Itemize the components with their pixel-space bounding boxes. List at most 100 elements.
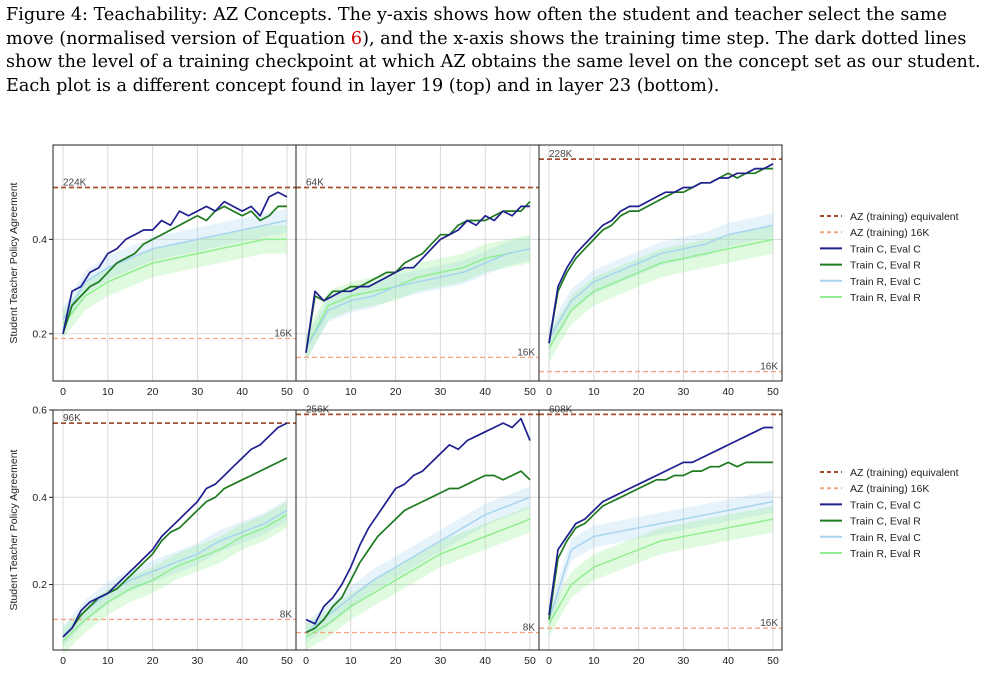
x-tick-label: 20 bbox=[633, 386, 645, 398]
equivalent-label: 228K bbox=[549, 149, 573, 160]
legend-2: AZ (training) equivalent AZ (training) 16… bbox=[820, 467, 959, 560]
legend-label: AZ (training) 16K bbox=[850, 483, 929, 495]
figure-caption: Figure 4: Teachability: AZ Concepts. The… bbox=[6, 4, 991, 98]
legend-label: Train R, Eval R bbox=[850, 292, 921, 304]
subplot-1: 224K 16K 0 10 20 30 40 50 0.2 0.4 bbox=[32, 144, 297, 398]
x-tick-label: 40 bbox=[479, 655, 491, 667]
series-line-rr bbox=[548, 238, 774, 349]
equivalent-label: 96K bbox=[63, 413, 81, 424]
band-rr bbox=[306, 234, 530, 363]
legend-label: Train C, Eval C bbox=[850, 243, 921, 255]
baseline-label: 16K bbox=[760, 618, 778, 629]
x-tick-label: 10 bbox=[102, 386, 114, 398]
caption-text-after: ), and the x-axis shows the training tim… bbox=[6, 28, 981, 96]
x-tick-label: 50 bbox=[524, 655, 536, 667]
series-line-rc bbox=[305, 496, 531, 634]
band-rc bbox=[549, 213, 773, 351]
subplot-frame bbox=[538, 144, 783, 382]
series-line-cc bbox=[305, 205, 530, 353]
legend-label: Train C, Eval R bbox=[850, 260, 921, 272]
x-tick-label: 40 bbox=[479, 386, 491, 398]
series-line-rr bbox=[548, 518, 774, 625]
y-tick-label: 0.4 bbox=[32, 234, 47, 246]
x-tick-label: 40 bbox=[236, 655, 248, 667]
series-line-cr bbox=[62, 205, 287, 335]
x-tick-label: 0 bbox=[303, 655, 309, 667]
x-tick-label: 0 bbox=[60, 386, 66, 398]
caption-text-before: Teachability: AZ Concepts. The y-axis sh… bbox=[6, 5, 947, 49]
x-tick-label: 20 bbox=[390, 655, 402, 667]
legend-label: Train C, Eval C bbox=[850, 499, 921, 511]
baseline-label: 8K bbox=[523, 623, 536, 634]
x-tick-label: 30 bbox=[678, 386, 690, 398]
x-tick-label: 20 bbox=[390, 386, 402, 398]
series-line-cr bbox=[305, 470, 531, 634]
equivalent-label: 224K bbox=[63, 177, 87, 188]
y-tick-label: 0.2 bbox=[32, 328, 47, 340]
legend-label: Train C, Eval R bbox=[850, 516, 921, 528]
x-tick-label: 10 bbox=[102, 655, 114, 667]
band-rr bbox=[63, 501, 287, 655]
series-line-rr bbox=[305, 518, 531, 638]
x-tick-label: 30 bbox=[192, 655, 204, 667]
legend-label: AZ (training) equivalent bbox=[850, 211, 959, 223]
x-tick-label: 50 bbox=[524, 386, 536, 398]
band-rr bbox=[549, 225, 773, 363]
x-tick-label: 0 bbox=[60, 655, 66, 667]
series-line-rc bbox=[305, 248, 531, 349]
x-tick-label: 0 bbox=[546, 655, 552, 667]
x-tick-label: 10 bbox=[588, 386, 600, 398]
x-tick-label: 0 bbox=[546, 386, 552, 398]
x-tick-label: 30 bbox=[678, 655, 690, 667]
legend-label: AZ (training) equivalent bbox=[850, 467, 959, 479]
series-line-rc bbox=[62, 219, 288, 320]
x-tick-label: 30 bbox=[192, 386, 204, 398]
y-tick-label: 0.2 bbox=[32, 579, 47, 591]
legend-label: Train R, Eval C bbox=[850, 532, 921, 544]
subplot-3: 228K 16K 0 10 20 30 40 50 bbox=[538, 144, 783, 398]
y-axis-label: Student Teacher Policy Agreement bbox=[8, 182, 20, 343]
y-axis-label: Student Teacher Policy Agreement bbox=[8, 449, 20, 610]
y-tick-label: 0.4 bbox=[32, 492, 47, 504]
x-tick-label: 40 bbox=[722, 386, 734, 398]
equation-reference-link[interactable]: 6 bbox=[350, 28, 363, 49]
series-line-rr bbox=[62, 514, 288, 642]
x-tick-label: 20 bbox=[147, 386, 159, 398]
baseline-label: 16K bbox=[274, 329, 292, 340]
x-tick-label: 40 bbox=[722, 655, 734, 667]
baseline-label: 16K bbox=[760, 362, 778, 373]
x-tick-label: 50 bbox=[281, 386, 293, 398]
series-line-cr bbox=[548, 461, 773, 620]
band-rr bbox=[549, 506, 773, 637]
x-tick-label: 20 bbox=[633, 655, 645, 667]
x-tick-label: 20 bbox=[147, 655, 159, 667]
x-tick-label: 10 bbox=[588, 655, 600, 667]
x-tick-label: 40 bbox=[236, 386, 248, 398]
series-line-rc bbox=[62, 509, 288, 638]
legend-1: AZ (training) equivalent AZ (training) 16… bbox=[820, 211, 959, 304]
series-line-cc bbox=[305, 417, 531, 625]
band-rr bbox=[63, 225, 287, 339]
y-tick-label: 0.6 bbox=[32, 405, 47, 417]
baseline-label: 8K bbox=[280, 609, 293, 620]
x-tick-label: 30 bbox=[435, 386, 447, 398]
series-line-cc bbox=[548, 163, 774, 344]
x-tick-label: 50 bbox=[767, 655, 779, 667]
subplot-2: 64K 16K 0 10 20 30 40 50 bbox=[295, 144, 540, 398]
legend-label: AZ (training) 16K bbox=[850, 227, 929, 239]
band-rc bbox=[306, 486, 530, 644]
subplot-frame bbox=[538, 409, 783, 651]
caption-label: Figure 4: bbox=[6, 5, 88, 25]
series-line-cc bbox=[548, 426, 773, 616]
series-line-rr bbox=[305, 248, 531, 349]
legend-label: Train R, Eval R bbox=[850, 548, 921, 560]
x-tick-label: 10 bbox=[345, 655, 357, 667]
series-line-rc bbox=[548, 224, 774, 339]
x-tick-label: 0 bbox=[303, 386, 309, 398]
series-line-cc bbox=[62, 191, 288, 334]
legend-label: Train R, Eval C bbox=[850, 276, 921, 288]
band-rr bbox=[306, 506, 530, 650]
